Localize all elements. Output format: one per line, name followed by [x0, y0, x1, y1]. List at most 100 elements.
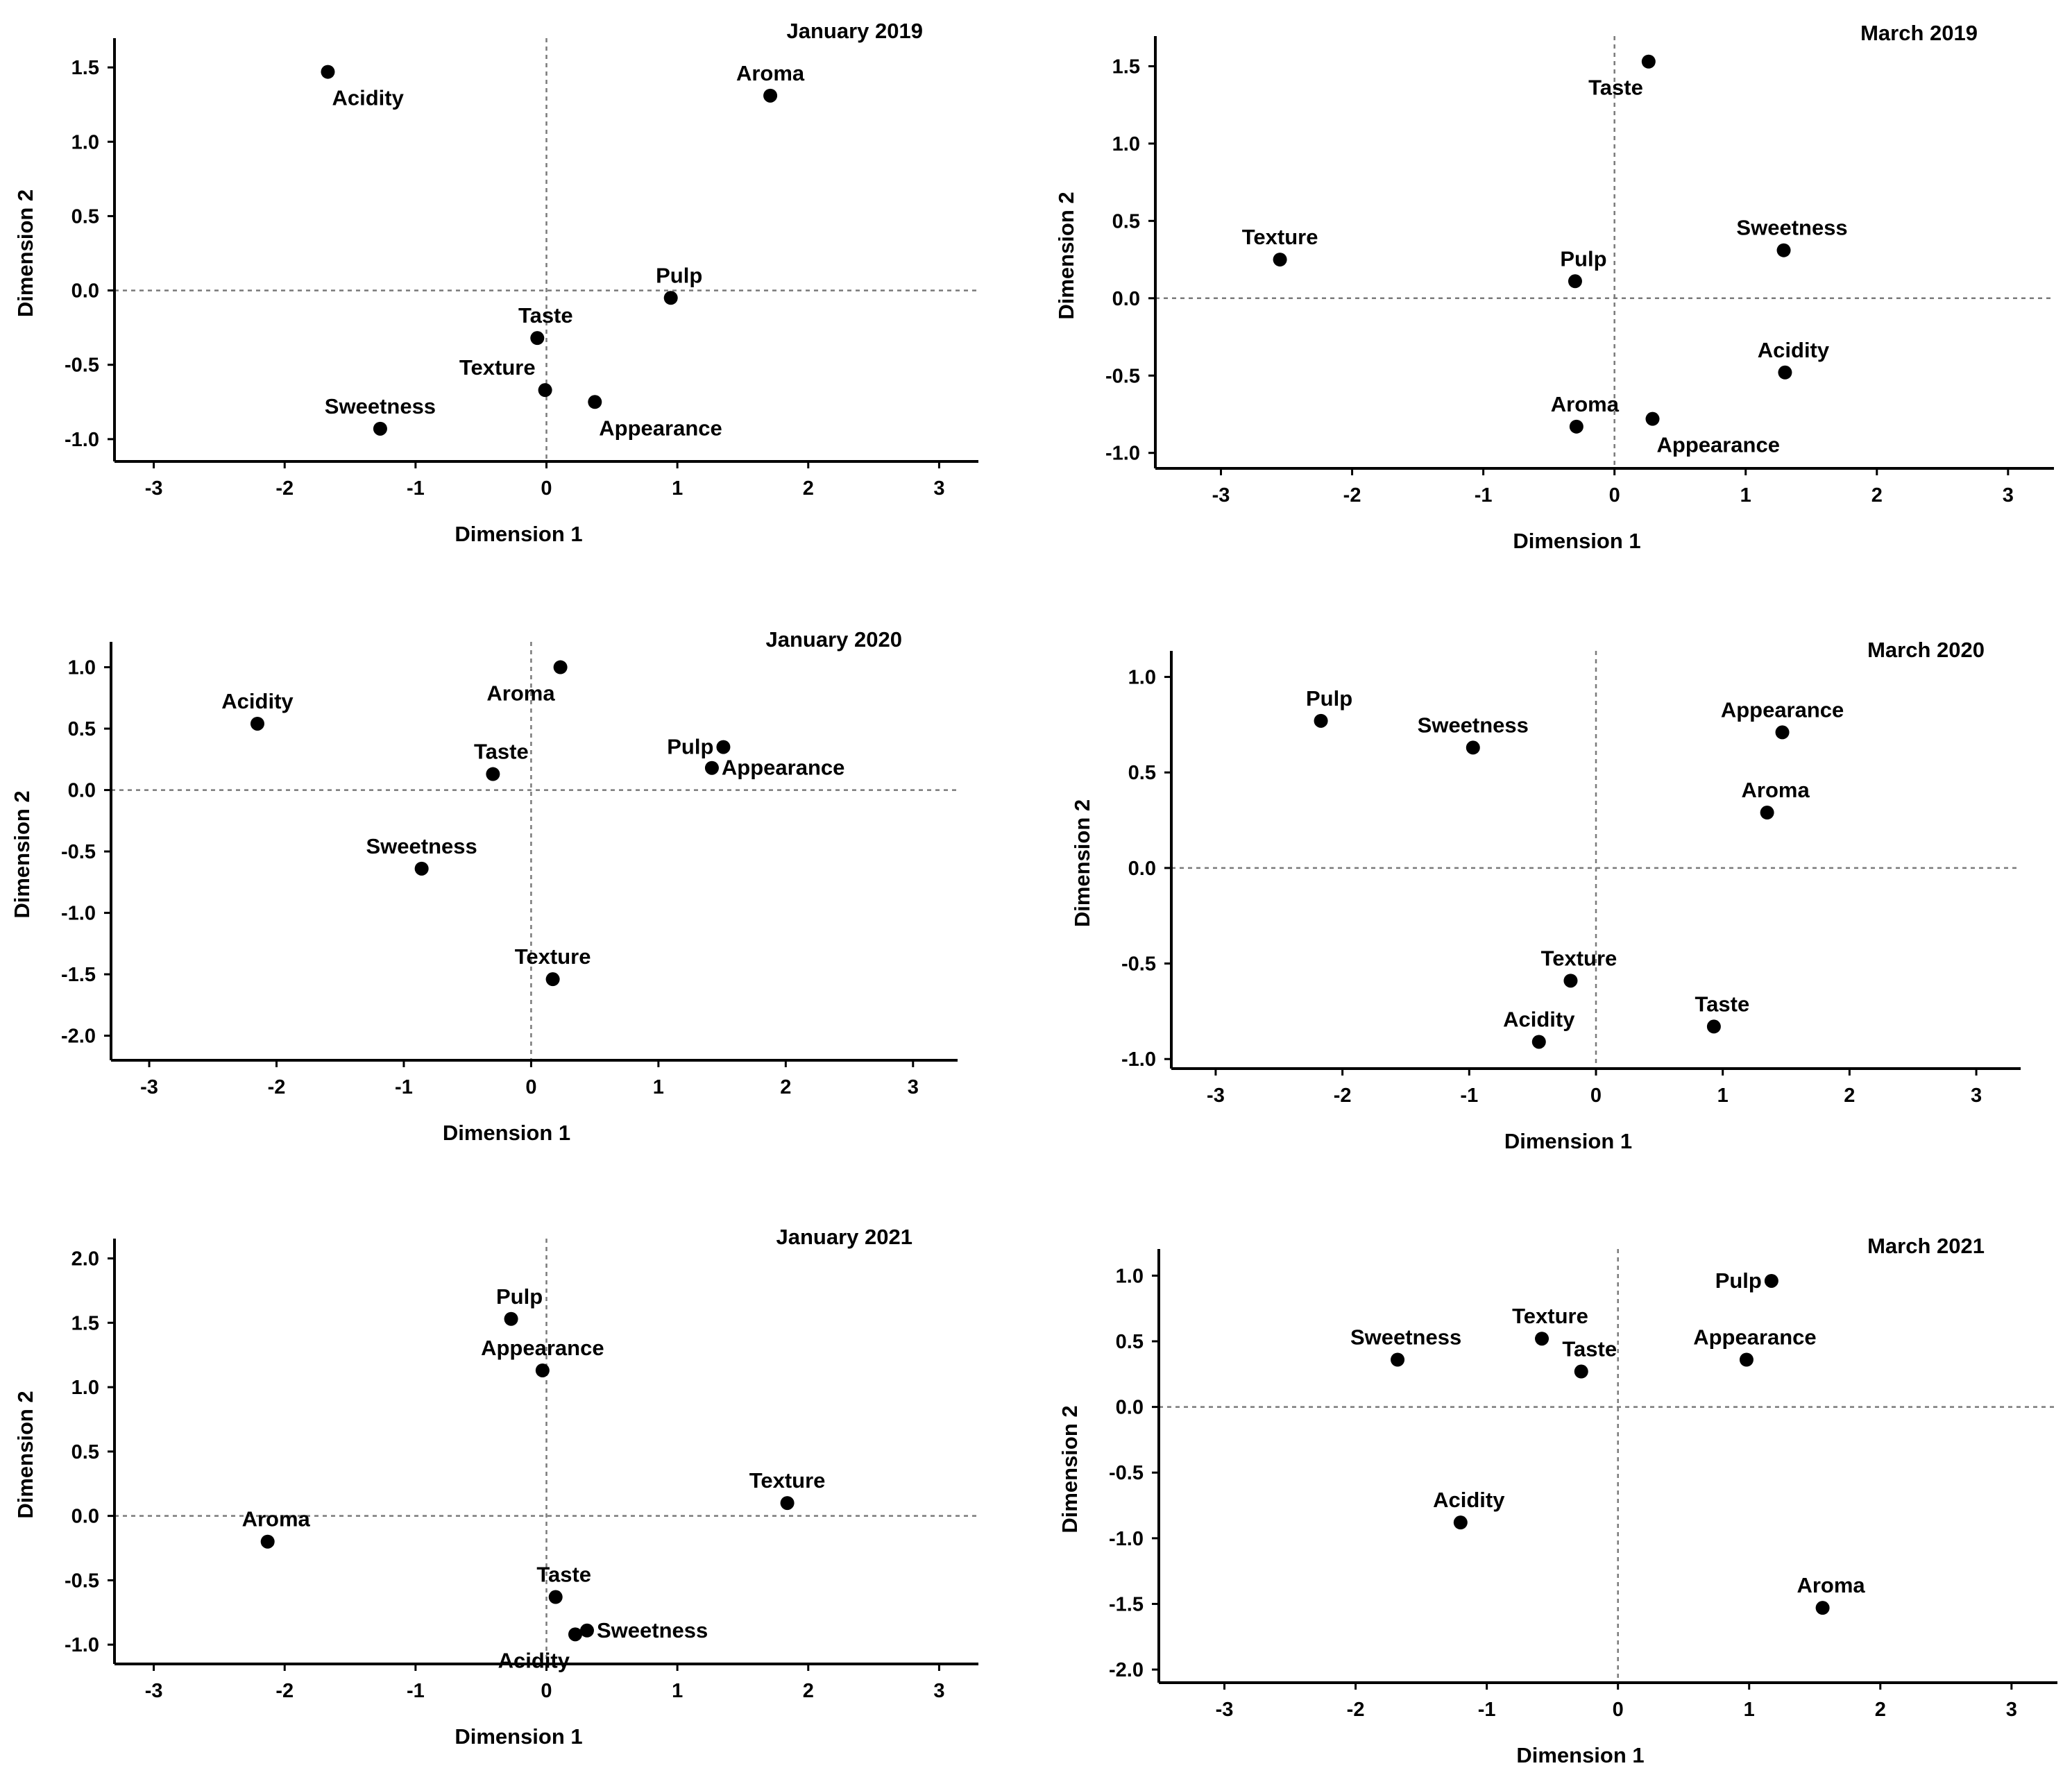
- y-tick-label: -0.5: [1121, 953, 1156, 976]
- x-tick-label: -2: [1334, 1085, 1352, 1107]
- data-point-texture: [1563, 974, 1578, 988]
- y-tick-label: -1.0: [1121, 1048, 1156, 1071]
- x-tick-label: -1: [407, 1680, 425, 1702]
- data-label-acidity: Acidity: [498, 1648, 570, 1672]
- data-point-pulp: [663, 291, 678, 305]
- x-axis-title: Dimension 1: [1516, 1743, 1644, 1767]
- data-label-aroma: Aroma: [1742, 778, 1810, 802]
- data-point-pulp: [716, 740, 731, 754]
- data-label-texture: Texture: [749, 1468, 826, 1493]
- x-axis-title: Dimension 1: [455, 1724, 582, 1749]
- x-tick-label: 2: [803, 477, 814, 500]
- data-point-acidity: [250, 716, 264, 731]
- x-tick-label: 1: [1740, 484, 1751, 507]
- y-tick-label: 1.0: [1116, 1265, 1144, 1287]
- x-tick-label: -3: [1216, 1699, 1234, 1721]
- data-point-acidity: [1453, 1515, 1468, 1530]
- data-point-aroma: [1569, 419, 1583, 434]
- x-tick-label: -1: [395, 1076, 413, 1098]
- data-point-texture: [545, 972, 560, 987]
- data-label-pulp: Pulp: [1715, 1268, 1762, 1293]
- data-label-taste: Taste: [518, 303, 573, 328]
- y-tick-label: 1.0: [1112, 133, 1140, 155]
- y-tick-label: 1.5: [71, 1312, 99, 1334]
- x-tick-label: -1: [1478, 1699, 1496, 1721]
- y-tick-label: 1.5: [1112, 56, 1140, 78]
- data-label-appearance: Appearance: [481, 1336, 604, 1360]
- panel-title: March 2019: [1860, 21, 1978, 45]
- y-tick-label: -1.0: [1105, 443, 1140, 465]
- data-point-taste: [548, 1590, 563, 1604]
- data-label-sweetness: Sweetness: [1350, 1325, 1461, 1349]
- y-tick-label: 1.0: [71, 1377, 99, 1399]
- data-label-aroma: Aroma: [736, 61, 805, 85]
- data-label-texture: Texture: [515, 944, 591, 969]
- y-tick-label: -1.0: [1109, 1528, 1144, 1550]
- y-tick-label: -1.0: [65, 1634, 99, 1656]
- data-point-sweetness: [579, 1623, 594, 1638]
- panel-title: January 2021: [776, 1225, 912, 1249]
- data-label-texture: Texture: [1541, 946, 1617, 970]
- data-label-texture: Texture: [1512, 1304, 1588, 1328]
- data-point-sweetness: [1391, 1352, 1405, 1367]
- data-point-taste: [530, 331, 545, 346]
- data-point-appearance: [1775, 725, 1790, 740]
- data-point-pulp: [504, 1311, 518, 1326]
- x-tick-label: 3: [1971, 1085, 1982, 1107]
- data-label-acidity: Acidity: [1503, 1007, 1575, 1031]
- x-axis-title: Dimension 1: [1504, 1129, 1632, 1153]
- x-tick-label: 0: [1609, 484, 1620, 507]
- data-point-acidity: [1778, 365, 1792, 380]
- data-label-appearance: Appearance: [1721, 697, 1844, 722]
- x-tick-label: -1: [1460, 1085, 1478, 1107]
- data-label-aroma: Aroma: [1797, 1573, 1865, 1597]
- x-tick-label: 1: [672, 1680, 683, 1702]
- data-label-aroma: Aroma: [486, 681, 555, 706]
- data-point-texture: [1535, 1332, 1549, 1346]
- panel-march-2019: March 2019 -3 -2 -1 0 1 2 3 -1.0 -0.5 0.0 0.5 1.0 1.5…: [1054, 21, 2054, 553]
- data-label-sweetness: Sweetness: [597, 1618, 708, 1642]
- y-tick-label: 0.0: [1116, 1397, 1144, 1419]
- y-tick-label: -1.0: [65, 429, 99, 451]
- panel-title: January 2020: [766, 627, 902, 652]
- x-tick-label: 3: [2006, 1699, 2017, 1721]
- y-tick-label: 0.5: [1128, 762, 1156, 784]
- data-point-sweetness: [1466, 740, 1480, 755]
- data-label-pulp: Pulp: [1560, 246, 1606, 271]
- x-tick-label: 1: [672, 477, 683, 500]
- y-tick-label: -0.5: [65, 355, 99, 377]
- x-tick-label: 2: [1875, 1699, 1886, 1721]
- y-axis-title: Dimension 2: [13, 1391, 37, 1518]
- data-point-appearance: [704, 761, 719, 775]
- x-tick-label: 3: [933, 477, 944, 500]
- x-tick-label: 3: [933, 1680, 944, 1702]
- data-label-appearance: Appearance: [599, 416, 722, 440]
- data-label-acidity: Acidity: [332, 86, 404, 110]
- data-label-taste: Taste: [1562, 1337, 1617, 1361]
- x-tick-label: -3: [145, 1680, 163, 1702]
- data-label-texture: Texture: [459, 355, 536, 380]
- data-point-pulp: [1568, 274, 1582, 289]
- data-point-sweetness: [414, 861, 429, 876]
- x-tick-label: 3: [2003, 484, 2014, 507]
- y-tick-label: 0.0: [68, 780, 96, 802]
- data-point-texture: [538, 383, 552, 398]
- y-tick-label: 0.5: [68, 718, 96, 740]
- x-tick-label: -1: [1475, 484, 1493, 507]
- data-label-appearance: Appearance: [722, 756, 844, 780]
- y-axis-title: Dimension 2: [1058, 1405, 1082, 1533]
- data-point-sweetness: [373, 421, 387, 436]
- panel-january-2019: January 2019 -3 -2 -1 0 1 2 3 -1.0 -0.5 0.0 0.5 1.0 1…: [13, 19, 978, 546]
- y-axis-title: Dimension 2: [13, 189, 37, 317]
- data-label-pulp: Pulp: [496, 1284, 543, 1309]
- data-label-pulp: Pulp: [656, 263, 702, 287]
- x-tick-label: 0: [541, 477, 552, 500]
- data-label-appearance: Appearance: [1693, 1325, 1816, 1349]
- data-point-aroma: [260, 1534, 275, 1549]
- data-point-taste: [1641, 54, 1656, 69]
- panel-title: January 2019: [787, 19, 923, 43]
- data-point-aroma: [1760, 806, 1774, 820]
- x-tick-label: 1: [653, 1076, 664, 1098]
- data-point-aroma: [1815, 1601, 1830, 1615]
